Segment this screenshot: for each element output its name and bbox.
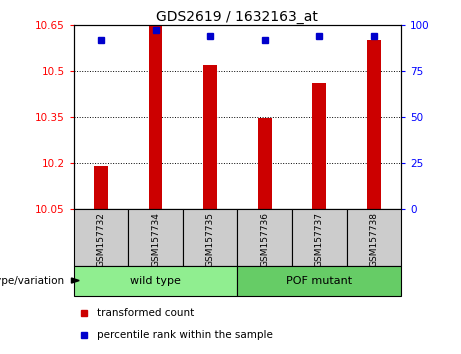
Text: transformed count: transformed count: [97, 308, 194, 318]
Bar: [128, 209, 183, 266]
Bar: [183, 209, 237, 266]
Text: genotype/variation: genotype/variation: [0, 275, 65, 286]
Bar: [203, 65, 217, 209]
Title: GDS2619 / 1632163_at: GDS2619 / 1632163_at: [156, 10, 319, 24]
Text: POF mutant: POF mutant: [286, 275, 352, 286]
Bar: [292, 209, 347, 266]
Bar: [367, 40, 381, 209]
Text: GSM157735: GSM157735: [206, 212, 215, 267]
Text: wild type: wild type: [130, 275, 181, 286]
Bar: [74, 266, 237, 296]
Bar: [313, 83, 326, 209]
Bar: [94, 166, 108, 209]
Bar: [347, 209, 401, 266]
Text: GSM157732: GSM157732: [96, 212, 106, 267]
Bar: [258, 118, 272, 209]
Polygon shape: [71, 278, 79, 283]
Bar: [237, 266, 401, 296]
Text: GSM157736: GSM157736: [260, 212, 269, 267]
Text: percentile rank within the sample: percentile rank within the sample: [97, 330, 272, 339]
Text: GSM157737: GSM157737: [315, 212, 324, 267]
Text: GSM157738: GSM157738: [369, 212, 378, 267]
Text: GSM157734: GSM157734: [151, 212, 160, 267]
Bar: [237, 209, 292, 266]
Bar: [149, 25, 162, 209]
Bar: [74, 209, 128, 266]
